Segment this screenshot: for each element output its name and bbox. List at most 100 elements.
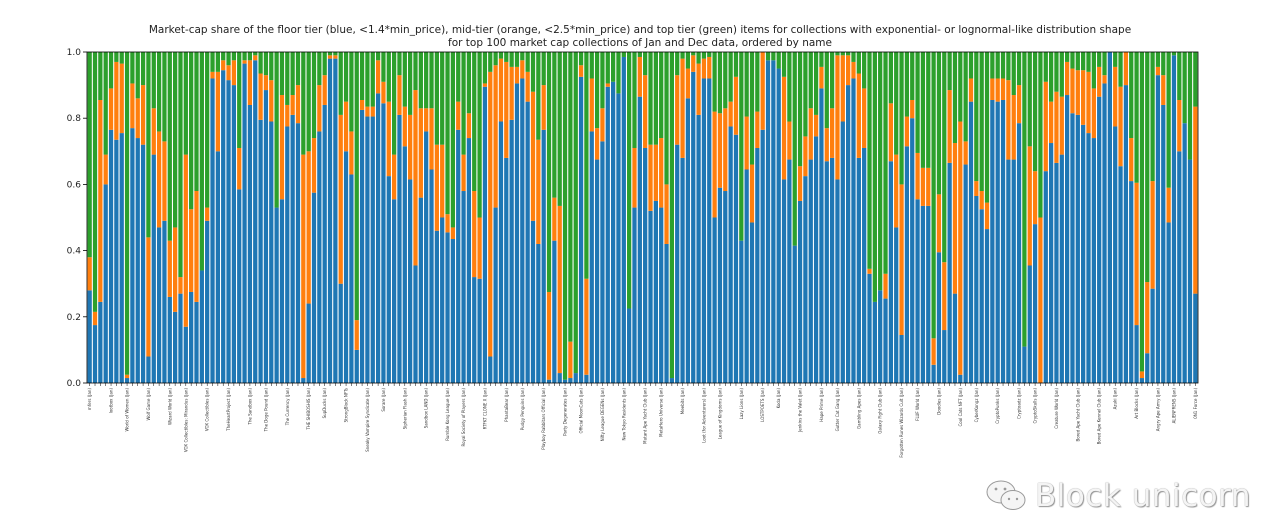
bar-floor-17 bbox=[178, 293, 183, 383]
bar-mid-95 bbox=[594, 128, 600, 160]
bar-floor-104 bbox=[643, 147, 648, 383]
bar-mid-181 bbox=[1054, 91, 1059, 163]
bar-top-182 bbox=[1059, 52, 1064, 97]
bar-floor-69 bbox=[456, 129, 461, 383]
bar-mid-157 bbox=[926, 167, 931, 206]
bar-mid-27 bbox=[231, 60, 237, 86]
bar-top-200 bbox=[1155, 52, 1161, 67]
bar-floor-100 bbox=[621, 56, 626, 383]
bar-floor-55 bbox=[381, 103, 386, 383]
bar-floor-202 bbox=[1166, 222, 1171, 383]
bar-top-95 bbox=[594, 52, 600, 129]
bar-top-125 bbox=[755, 52, 760, 112]
bar-floor-85 bbox=[541, 129, 546, 383]
bar-mid-25 bbox=[221, 60, 226, 71]
x-tick-label: Meebits (Jan) bbox=[680, 388, 685, 415]
bar-top-202 bbox=[1166, 52, 1171, 188]
bar-floor-66 bbox=[440, 217, 445, 383]
bar-mid-80 bbox=[514, 66, 520, 84]
bar-top-88 bbox=[557, 52, 562, 206]
x-tick-label: Forgotten Runes Wizards Cult (Jan) bbox=[899, 388, 904, 458]
bar-floor-168 bbox=[984, 229, 990, 383]
bar-floor-105 bbox=[648, 210, 653, 383]
bar-mid-9 bbox=[135, 98, 140, 139]
bar-mid-28 bbox=[237, 147, 242, 190]
bar-mid-18 bbox=[183, 154, 188, 327]
bar-top-83 bbox=[530, 52, 536, 92]
bar-mid-7 bbox=[124, 374, 130, 379]
y-tick-label: 0.0 bbox=[67, 379, 82, 389]
bar-top-50 bbox=[354, 52, 359, 321]
bar-mid-164 bbox=[963, 141, 968, 165]
bar-mid-40 bbox=[301, 154, 306, 379]
bar-top-173 bbox=[1011, 52, 1016, 96]
x-tick-label: Rumble Kong League (Jan) bbox=[445, 388, 450, 441]
chart-subtitle: for top 100 market cap collections of Ja… bbox=[448, 37, 832, 49]
bar-floor-173 bbox=[1011, 159, 1016, 383]
bar-mid-185 bbox=[1075, 70, 1080, 115]
bar-top-177 bbox=[1032, 52, 1038, 172]
bar-floor-30 bbox=[247, 104, 253, 384]
bar-mid-173 bbox=[1011, 95, 1016, 160]
bar-floor-61 bbox=[413, 265, 418, 383]
bar-top-81 bbox=[520, 52, 525, 61]
bar-top-178 bbox=[1038, 52, 1043, 218]
bar-floor-7 bbox=[124, 378, 130, 383]
bar-mid-200 bbox=[1155, 66, 1161, 76]
bar-top-100 bbox=[621, 52, 626, 57]
bar-top-164 bbox=[963, 52, 968, 142]
bar-top-128 bbox=[771, 52, 776, 61]
bar-top-163 bbox=[958, 52, 963, 122]
bar-floor-186 bbox=[1081, 124, 1086, 383]
bar-mid-55 bbox=[381, 81, 386, 104]
bar-floor-102 bbox=[632, 207, 637, 383]
bar-top-18 bbox=[183, 52, 188, 155]
x-tick-label: VOX Collectibles (Jan) bbox=[205, 388, 210, 432]
bar-top-157 bbox=[926, 52, 931, 168]
bar-floor-124 bbox=[749, 222, 755, 383]
bar-floor-68 bbox=[450, 239, 456, 383]
bar-floor-174 bbox=[1016, 123, 1022, 383]
bar-floor-120 bbox=[728, 126, 733, 383]
bar-floor-108 bbox=[664, 243, 669, 383]
bar-mid-81 bbox=[520, 60, 525, 79]
bar-floor-18 bbox=[183, 326, 188, 383]
bar-top-37 bbox=[285, 52, 290, 105]
bar-mid-43 bbox=[317, 85, 322, 132]
bar-top-156 bbox=[920, 52, 926, 168]
bar-top-15 bbox=[167, 52, 172, 241]
bar-floor-60 bbox=[408, 179, 413, 383]
bar-floor-172 bbox=[1006, 159, 1011, 383]
bar-top-85 bbox=[541, 52, 546, 86]
bar-floor-14 bbox=[162, 220, 167, 383]
bar-mid-179 bbox=[1043, 81, 1048, 172]
x-tick-label: Royal Society of Players (Jan) bbox=[461, 388, 466, 447]
bar-floor-131 bbox=[787, 159, 792, 383]
bar-top-89 bbox=[562, 52, 568, 380]
bar-mid-135 bbox=[808, 108, 813, 160]
bar-floor-170 bbox=[995, 101, 1000, 384]
bar-top-184 bbox=[1070, 52, 1075, 69]
bar-mid-182 bbox=[1059, 96, 1064, 155]
bar-mid-103 bbox=[637, 56, 642, 97]
bar-top-123 bbox=[744, 52, 749, 117]
bar-mid-97 bbox=[605, 83, 610, 87]
bar-top-96 bbox=[600, 52, 605, 109]
bar-top-116 bbox=[707, 52, 712, 57]
bar-top-175 bbox=[1022, 52, 1027, 347]
bar-mid-29 bbox=[242, 60, 247, 64]
bar-top-199 bbox=[1150, 52, 1155, 182]
bar-floor-154 bbox=[910, 118, 915, 383]
bar-floor-36 bbox=[279, 199, 285, 383]
x-tick-label: RTFKT CLONE X (Jan) bbox=[482, 388, 487, 430]
bar-top-103 bbox=[637, 52, 642, 57]
bar-floor-152 bbox=[899, 335, 904, 383]
bar-top-82 bbox=[525, 52, 530, 72]
bar-mid-155 bbox=[915, 152, 920, 200]
bar-top-150 bbox=[888, 52, 894, 104]
bar-mid-186 bbox=[1081, 70, 1086, 125]
bar-top-139 bbox=[829, 52, 835, 109]
bar-mid-70 bbox=[461, 154, 466, 192]
bar-top-27 bbox=[231, 52, 237, 61]
bar-top-201 bbox=[1161, 52, 1166, 76]
